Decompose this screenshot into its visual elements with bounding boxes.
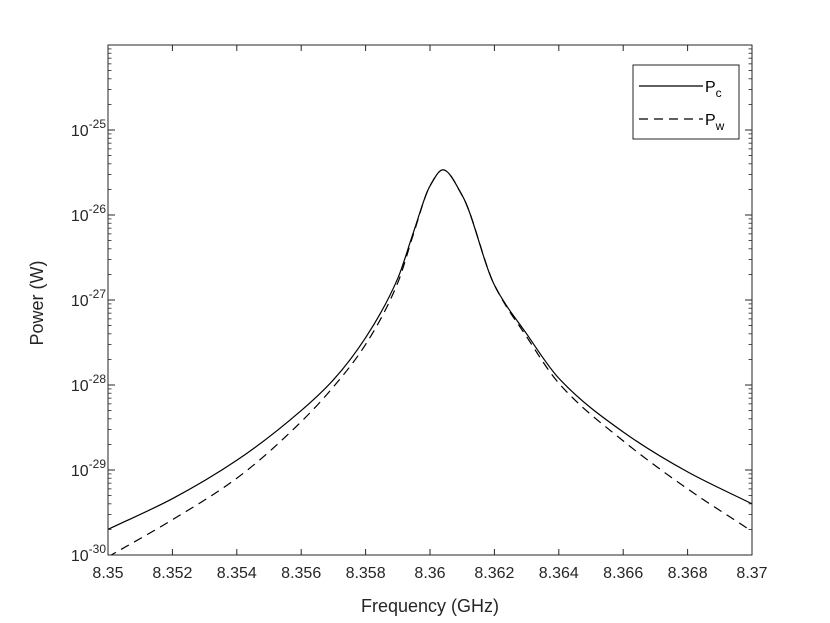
x-tick-label: 8.358	[346, 565, 386, 582]
y-tick-label: 10-26	[71, 202, 106, 225]
x-tick-label: 8.356	[281, 565, 321, 582]
legend-entry-w: Pw	[705, 112, 725, 133]
x-tick-label: 8.366	[603, 565, 643, 582]
legend: Pc Pw	[632, 64, 740, 140]
y-axis-ticks: 10-30 10-29 10-28 10-27 10-26 10-25	[71, 48, 752, 565]
y-tick-label: 10-29	[71, 457, 106, 480]
x-tick-label: 8.37	[736, 565, 767, 582]
y-axis-label: Power (W)	[27, 261, 47, 346]
x-tick-label: 8.368	[668, 565, 708, 582]
x-tick-label: 8.362	[474, 565, 514, 582]
y-tick-label: 10-28	[71, 372, 106, 395]
series-line-w	[110, 169, 752, 555]
x-tick-label: 8.364	[539, 565, 579, 582]
x-tick-label: 8.352	[152, 565, 192, 582]
y-tick-label: 10-30	[71, 542, 106, 565]
x-axis-ticks: 8.35 8.352 8.354 8.356 8.358 8.36 8.362 8.364 8.…	[92, 45, 768, 582]
x-tick-label: 8.354	[217, 565, 257, 582]
x-tick-label: 8.35	[92, 565, 123, 582]
y-tick-label: 10-25	[71, 117, 106, 140]
y-tick-label: 10-27	[71, 287, 106, 310]
x-axis-label: Frequency (GHz)	[361, 596, 499, 616]
legend-entry-c: Pc	[705, 79, 722, 100]
series-line-c	[108, 169, 752, 530]
x-tick-label: 8.36	[414, 565, 445, 582]
legend-box	[632, 64, 740, 140]
series-layer	[108, 169, 752, 555]
